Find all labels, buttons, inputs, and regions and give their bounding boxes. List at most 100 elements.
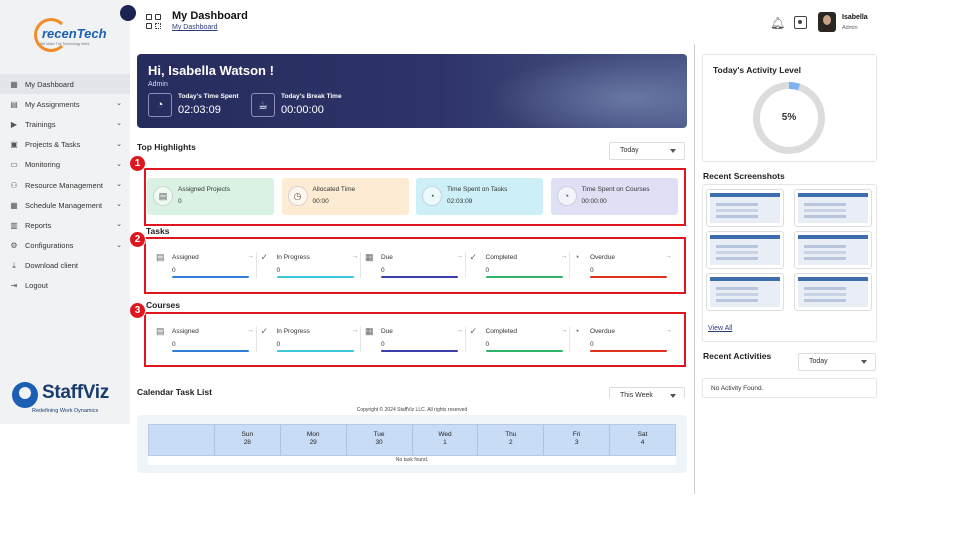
highlights-period-select[interactable]: Today [609, 142, 685, 160]
sidebar-item-configurations[interactable]: ⚙ Configurations ⌄ [0, 236, 130, 256]
arrow-right-icon[interactable]: → [560, 253, 568, 260]
metric-label: Completed [485, 328, 517, 335]
sidebar-item-my-dashboard[interactable]: ▦ My Dashboard [0, 74, 130, 95]
arrow-right-icon[interactable]: → [665, 327, 672, 334]
metric-label: Assigned [172, 328, 199, 335]
sidebar-item-my-assignments[interactable]: ▤ My Assignments ⌄ [0, 94, 130, 114]
tasks-metric[interactable]: ▤ Assigned → 0 [156, 252, 256, 284]
assigned-icon: ▤ [156, 252, 165, 262]
courses-metric[interactable]: ✓ Completed → 0 [464, 326, 570, 358]
highlight-card-icon: ◔ [556, 186, 577, 206]
arrow-right-icon[interactable]: → [665, 253, 672, 260]
metric-color-bar [381, 276, 458, 278]
sidebar-item-reports[interactable]: ▥ Reports ⌄ [0, 215, 130, 235]
courses-metric[interactable]: ✓ In Progress → 0 [255, 326, 361, 358]
user-name[interactable]: Isabella [842, 14, 868, 21]
highlight-card[interactable]: ◷ Allocated Time 00:00 [281, 178, 409, 215]
sidebar-item-projects-tasks[interactable]: ▣ Projects & Tasks ⌄ [0, 135, 130, 155]
metric-value: 0 [276, 341, 281, 348]
tasks-metric[interactable]: ✓ In Progress → 0 [255, 252, 361, 284]
activity-donut [753, 82, 825, 154]
sidebar-item-resource-management[interactable]: ⚇ Resource Management ⌄ [0, 175, 130, 195]
calendar-day-header: Wed 1 [411, 425, 478, 455]
chevron-down-icon: ⌄ [116, 120, 122, 128]
courses-metric[interactable]: ◔ Overdue → 0 [569, 326, 674, 358]
arrow-right-icon[interactable]: → [351, 253, 359, 260]
screenshot-thumbnail[interactable] [794, 231, 872, 269]
sidebar-item-monitoring[interactable]: ▭ Monitoring ⌄ [0, 155, 130, 175]
arrow-right-icon[interactable]: → [247, 327, 254, 334]
calendar-day-date: 30 [375, 439, 383, 446]
courses-metric[interactable]: ▦ Due → 0 [360, 326, 465, 358]
arrow-right-icon[interactable]: → [456, 327, 463, 334]
avatar[interactable] [818, 12, 836, 32]
tasks-metric[interactable]: ▦ Due → 0 [360, 252, 465, 284]
sidebar-item-schedule-management[interactable]: ▦ Schedule Management ⌄ [0, 195, 130, 215]
clipboard-icon: ▤ [10, 99, 18, 109]
highlight-card[interactable]: ◔ Time Spent on Tasks 02:03:09 [416, 178, 543, 215]
highlight-card-label: Time Spent on Courses [581, 186, 650, 193]
annotation-badge-3: 3 [129, 302, 146, 319]
chevron-down-icon [670, 149, 676, 153]
chevron-down-icon: ⌄ [116, 221, 122, 229]
screenshot-thumbnail[interactable] [706, 273, 784, 311]
highlight-card[interactable]: ▤ Assigned Projects 0 [147, 178, 274, 215]
sidebar-item-trainings[interactable]: ▶ Trainings ⌄ [0, 114, 130, 134]
arrow-right-icon[interactable]: → [247, 253, 254, 260]
sidebar-item-download-client[interactable]: ⤓ Download client [0, 256, 130, 276]
logout-icon: ⇥ [10, 281, 18, 291]
calendar-day-name: Fri [572, 431, 581, 438]
download-icon: ⤓ [12, 260, 16, 270]
metric-divider [569, 326, 570, 352]
screenshot-thumbnail[interactable] [794, 273, 872, 311]
metric-color-bar [381, 350, 458, 352]
user-role: Admin [842, 25, 858, 31]
calendar-day-name: Mon [306, 431, 320, 438]
sidebar-item-label: Resource Management [25, 180, 103, 190]
completed-icon: ✓ [469, 326, 478, 336]
chevron-down-icon: ⌄ [116, 140, 122, 148]
view-all-link[interactable]: View All [708, 325, 733, 332]
breadcrumb[interactable]: My Dashboard [172, 24, 218, 31]
metric-value: 0 [172, 267, 176, 274]
activities-period-select[interactable]: Today [798, 353, 876, 371]
page-title: My Dashboard [172, 10, 248, 22]
annotation-badge-1: 1 [129, 155, 146, 172]
bell-icon[interactable]: 🔔︎ [770, 16, 786, 30]
calendar-day-date: 28 [243, 439, 251, 446]
tasks-metric[interactable]: ◔ Overdue → 0 [569, 252, 674, 284]
calendar-period-value: This Week [620, 392, 653, 399]
courses-metric[interactable]: ▤ Assigned → 0 [156, 326, 256, 358]
metric-value: 0 [381, 341, 385, 348]
screenshot-thumbnail[interactable] [706, 231, 784, 269]
calendar-empty-text: No task found. [148, 456, 676, 465]
sidebar-item-logout[interactable]: ⇥ Logout [0, 276, 130, 296]
calendar-day-name: Tue [373, 431, 385, 438]
calendar-icon: ▦ [10, 200, 18, 210]
screenshot-thumbnail[interactable] [706, 189, 784, 227]
company-logo[interactable]: recenTech We Make The Technology Work [34, 16, 107, 56]
arrow-right-icon[interactable]: → [351, 327, 359, 334]
arrow-right-icon[interactable]: → [456, 253, 463, 260]
column-divider [694, 44, 695, 494]
calendar-day-header: Sat 4 [609, 425, 675, 455]
screenshot-image [798, 235, 868, 265]
calendar-day-header: Tue 30 [345, 425, 412, 455]
tasks-metric[interactable]: ✓ Completed → 0 [464, 252, 570, 284]
calendar-day-header: Mon 29 [279, 425, 346, 455]
metric-color-bar [276, 276, 354, 278]
calendar-day-name: Sat [637, 431, 648, 438]
annotation-frame-1 [144, 168, 686, 226]
sidebar-item-label: Reports [25, 220, 52, 230]
sidebar-collapse-toggle[interactable] [120, 5, 136, 21]
highlight-card[interactable]: ◔ Time Spent on Courses 00:00:00 [550, 178, 678, 215]
sidebar: recenTech We Make The Technology Work ▦ M… [0, 0, 130, 424]
calendar-day-name: Wed [438, 431, 452, 438]
arrow-right-icon[interactable]: → [560, 327, 568, 334]
grid-icon: ▦ [10, 79, 18, 89]
people-icon: ⚇ [10, 180, 18, 190]
screenshot-thumbnail[interactable] [794, 189, 872, 227]
screenshot-camera-icon[interactable] [794, 16, 807, 29]
chevron-down-icon [670, 394, 676, 398]
monitor-icon: ▭ [10, 160, 18, 170]
